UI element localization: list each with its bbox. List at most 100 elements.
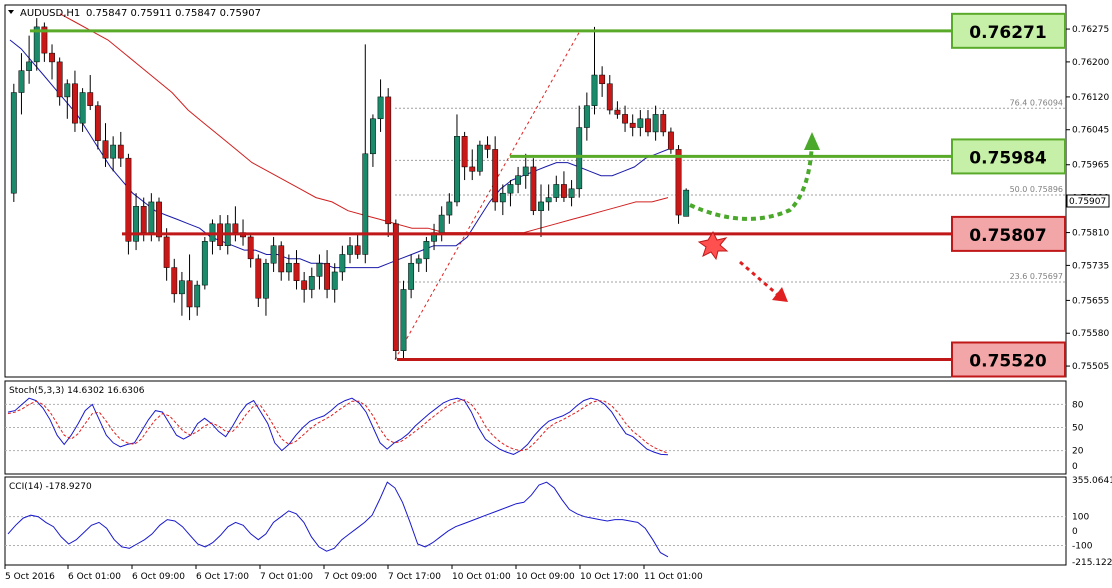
bearish-candle [629, 122, 636, 128]
stoch-axis-label: 50 [1072, 424, 1084, 434]
bullish-candle [515, 175, 522, 185]
bearish-candle [232, 223, 239, 233]
bearish-candle [140, 206, 147, 233]
cci-axis-label: -100 [1072, 541, 1093, 551]
level-label: 0.76271 [969, 23, 1046, 43]
bearish-candle [163, 236, 170, 268]
time-axis-label: 10 Oct 09:00 [516, 572, 575, 582]
bearish-candle [385, 96, 392, 225]
bearish-candle [49, 52, 55, 63]
time-axis-label: 11 Oct 01:00 [644, 572, 703, 582]
bearish-candle [41, 26, 48, 54]
bearish-candle [56, 61, 63, 98]
stoch-axis-label: 20 [1072, 447, 1084, 457]
bearish-candle [614, 109, 621, 115]
level-box [951, 341, 1066, 378]
cci-line [7, 481, 669, 558]
bullish-scenario-arrow [689, 141, 814, 221]
bullish-candle [591, 74, 598, 106]
bullish-candle [553, 184, 560, 198]
bullish-candle [423, 241, 430, 260]
bullish-candle [270, 245, 277, 264]
level-box [951, 215, 1066, 252]
bullish-arrow-head-icon [804, 132, 820, 150]
bearish-candle [94, 105, 101, 141]
bearish-candle [392, 223, 399, 351]
cci-axis-label: 355.0641 [1072, 476, 1112, 486]
bullish-candle [545, 197, 552, 203]
price-axis-label: 0.75810 [1072, 229, 1109, 239]
time-axis-label: 6 Oct 09:00 [132, 572, 185, 582]
header-symbol: AUDUSD,H1 [20, 8, 80, 19]
bearish-candle [293, 262, 300, 281]
price-axis-label: 0.76045 [1072, 126, 1109, 136]
symbol-dropdown-icon[interactable] [8, 10, 14, 14]
bullish-candle [178, 280, 185, 295]
header-ohlc: 0.75847 0.75911 0.75847 0.75907 [86, 8, 261, 19]
fibonacci-trendline [394, 30, 581, 360]
bearish-candle [530, 166, 537, 211]
bullish-candle [308, 276, 315, 290]
price-axis-label: 0.75505 [1072, 362, 1109, 372]
bearish-scenario-arrow [739, 260, 779, 297]
stoch-axis-label: 80 [1072, 400, 1084, 410]
bullish-candle [476, 144, 483, 172]
bearish-candle [354, 245, 361, 255]
bearish-candle [660, 114, 667, 133]
stoch-title: Stoch(5,3,3) 14.6302 16.6306 [9, 386, 145, 396]
bullish-candle [583, 105, 590, 128]
cci-title: CCI(14) -178.9270 [9, 482, 92, 492]
bearish-candle [561, 184, 567, 198]
price-axis-label: 0.76200 [1072, 58, 1109, 68]
bearish-candle [301, 280, 308, 290]
bullish-candle [64, 83, 71, 98]
bearish-candle [461, 136, 468, 168]
cci-axis-label: 0 [1072, 527, 1078, 537]
time-axis-label: 5 Oct 2016 [5, 572, 55, 582]
level-label: 0.75520 [969, 351, 1047, 371]
bullish-candle [538, 201, 544, 211]
time-axis-label: 6 Oct 17:00 [196, 572, 249, 582]
price-axis-label: 0.76275 [1072, 25, 1109, 35]
bullish-candle [331, 271, 338, 290]
bullish-candle [438, 214, 445, 233]
bullish-candle [133, 206, 139, 242]
bullish-candle [369, 118, 376, 155]
price-axis-label: 0.75655 [1072, 296, 1109, 306]
time-axis-label: 7 Oct 17:00 [388, 572, 441, 582]
time-axis-label: 6 Oct 01:00 [68, 572, 121, 582]
bullish-candle [194, 284, 201, 308]
bearish-candle [622, 114, 628, 124]
bullish-candle [201, 241, 208, 286]
bearish-candle [87, 92, 94, 106]
bearish-candle [125, 157, 132, 242]
bullish-candle [522, 166, 529, 176]
time-axis-label: 7 Oct 01:00 [260, 572, 313, 582]
fast-moving-average-line [9, 39, 669, 269]
bearish-candle [484, 144, 491, 150]
level-box [951, 138, 1066, 175]
fibonacci-label: 76.4 0.76094 [1010, 98, 1063, 107]
bearish-candle [599, 74, 606, 85]
bullish-candle [316, 262, 323, 277]
bullish-candle [400, 289, 407, 351]
bearish-candle [186, 280, 193, 308]
bullish-candle [454, 136, 460, 203]
bullish-candle [507, 184, 514, 194]
time-axis-label: 10 Oct 17:00 [580, 572, 639, 582]
bullish-candle [683, 189, 690, 217]
bullish-candle [568, 188, 575, 198]
bearish-candle [117, 144, 124, 159]
bullish-candle [347, 245, 353, 255]
bearish-candle [469, 166, 476, 172]
bearish-candle [255, 258, 262, 299]
level-label: 0.75807 [969, 226, 1046, 246]
bullish-candle [377, 96, 384, 120]
bearish-candle [156, 201, 162, 238]
bearish-candle [324, 262, 331, 290]
bullish-candle [339, 254, 346, 273]
cci-pane-frame [4, 476, 1067, 566]
bearish-candle [606, 83, 613, 111]
fibonacci-label: 23.6 0.75697 [1010, 272, 1063, 281]
